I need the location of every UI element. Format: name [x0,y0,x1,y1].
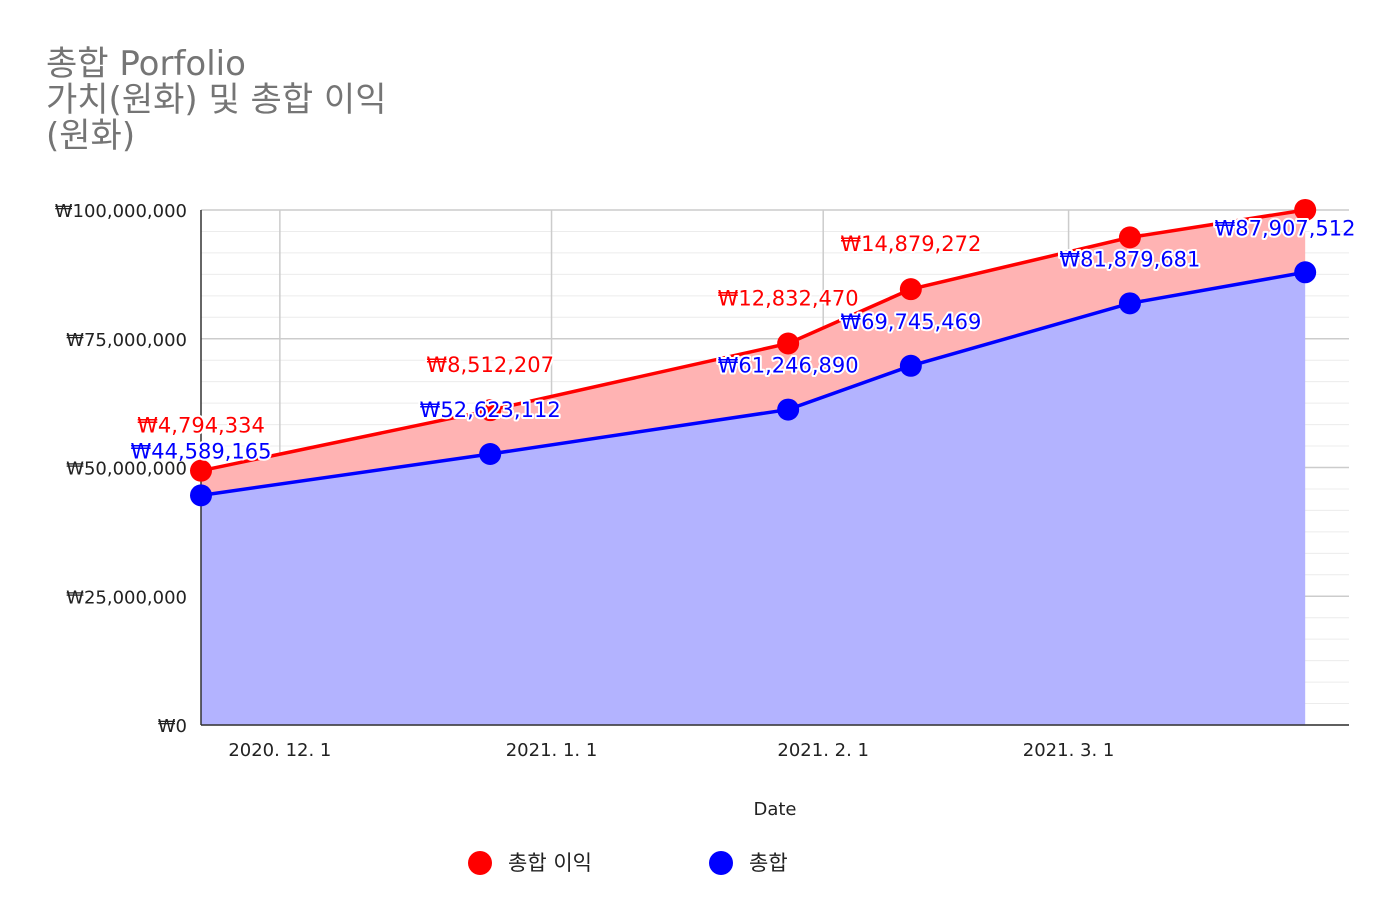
legend-label[interactable]: 총합 이익 [508,851,592,875]
data-label-total: ₩81,879,681 [1059,247,1200,271]
data-labels: ₩4,794,334 ₩8,512,207 ₩12,832,470 ₩14,879,2… [128,214,1357,465]
point-profit[interactable] [899,278,922,301]
chart-title-line-1: 총합 Porfolio [46,44,246,84]
point-profit[interactable] [1118,226,1141,249]
data-label-profit: ₩14,879,272 [840,232,981,256]
line-total [200,270,1306,498]
x-axis-title: Date [753,799,796,820]
data-label-profit: ₩8,512,207 [426,353,554,377]
data-label-total: ₩69,745,469 [840,310,981,334]
point-profit[interactable] [1294,198,1317,221]
area-total [201,272,1306,725]
x-tick-label: 2020. 12. 1 [228,740,331,761]
point-total[interactable] [899,354,922,377]
point-profit[interactable] [777,332,800,355]
legend-marker[interactable] [709,851,733,875]
point-profit[interactable] [479,399,502,422]
y-tick-label: ₩25,000,000 [66,587,187,608]
data-label-total: ₩61,246,890 [718,354,859,378]
point-profit[interactable] [190,459,212,482]
data-label-profit: ₩4,794,334 [137,414,265,438]
legend-label[interactable]: 총합 [749,851,788,875]
line-profit [200,208,1306,473]
chart-title-line-3: (원화) [46,116,136,156]
x-tick-label: 2021. 1. 1 [506,740,598,761]
y-tick-label: ₩100,000,000 [55,201,187,222]
y-tick-label: ₩75,000,000 [66,330,187,351]
data-label-total: ₩52,623,112 [420,398,561,422]
tick-labels: ₩0 ₩25,000,000 ₩50,000,000 ₩75,000,000 ₩100,… [55,201,1115,761]
point-total[interactable] [777,398,800,421]
point-total[interactable] [1294,261,1317,284]
y-tick-label: ₩0 [158,716,187,737]
chart-title: 총합 Porfolio 가치(원화) 및 총합 이익 (원화) [46,46,386,154]
point-total[interactable] [190,484,212,507]
series-lines [200,208,1306,498]
x-tick-label: 2021. 3. 1 [1023,740,1115,761]
data-label-total: ₩44,589,165 [130,439,271,463]
data-label-profit: ₩12,832,470 [718,286,859,310]
y-tick-label: ₩50,000,000 [66,459,187,480]
data-label-total: ₩87,907,512 [1214,216,1355,240]
chart-title-line-2: 가치(원화) 및 총합 이익 [46,80,387,120]
point-total[interactable] [479,442,502,465]
legend-marker[interactable] [468,851,492,875]
legend[interactable]: 총합 이익 총합 [468,851,788,875]
series-points [190,198,1317,507]
x-tick-label: 2021. 2. 1 [777,740,869,761]
point-total[interactable] [1118,292,1141,315]
